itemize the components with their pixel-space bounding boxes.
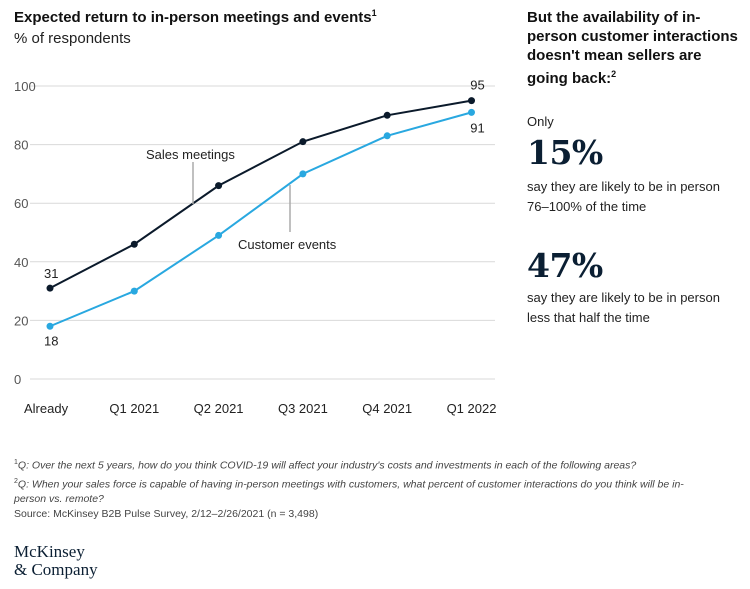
data-point-1-3 bbox=[299, 170, 307, 178]
y-tick-label-60: 60 bbox=[14, 196, 28, 211]
series-line-1 bbox=[49, 111, 472, 328]
series-name-sales: Sales meetings bbox=[146, 147, 235, 162]
y-tick-label-100: 100 bbox=[14, 79, 36, 94]
y-tick-label-40: 40 bbox=[14, 255, 28, 270]
footnote-2-text: Q: When your sales force is capable of h… bbox=[14, 478, 684, 505]
stat-47-percent: 47% bbox=[527, 246, 603, 285]
chart-title-text: Expected return to in-person meetings an… bbox=[14, 9, 372, 26]
data-label-customer-start: 18 bbox=[44, 333, 58, 348]
line-chart: 0 20 40 60 80 100 Already Q1 2021 Q2 2021 Q3 2021… bbox=[14, 78, 497, 416]
x-tick-label-0: Already bbox=[24, 401, 69, 416]
stat-15-description: say they are likely to be in person 76–1… bbox=[527, 179, 720, 214]
footnote-1: 1Q: Over the next 5 years, how do you th… bbox=[14, 455, 704, 474]
data-point-0-0 bbox=[46, 284, 54, 292]
data-point-0-3 bbox=[299, 138, 307, 146]
sidebar-heading-text: But the availability of in-person custom… bbox=[527, 9, 738, 87]
x-tick-label-4: Q4 2021 bbox=[362, 401, 412, 416]
x-tick-label-1: Q1 2021 bbox=[109, 401, 159, 416]
mckinsey-logo: McKinsey & Company bbox=[14, 543, 98, 579]
data-point-1-1 bbox=[130, 287, 138, 295]
sidebar-heading: But the availability of in-person custom… bbox=[527, 8, 742, 88]
chart-title: Expected return to in-person meetings an… bbox=[14, 8, 377, 26]
y-tick-label-20: 20 bbox=[14, 313, 28, 328]
data-label-sales-end: 95 bbox=[470, 78, 484, 93]
footnote-2: 2Q: When your sales force is capable of … bbox=[14, 474, 704, 508]
data-point-0-5 bbox=[468, 97, 475, 105]
data-point-1-4 bbox=[383, 132, 391, 140]
data-point-1-5 bbox=[468, 108, 475, 116]
logo-line-2: & Company bbox=[14, 560, 98, 579]
footnote-1-mark: 1 bbox=[14, 459, 18, 466]
y-tick-label-80: 80 bbox=[14, 138, 28, 153]
x-tick-label-3: Q3 2021 bbox=[278, 401, 328, 416]
data-point-0-1 bbox=[130, 240, 138, 248]
x-tick-label-5: Q1 2022 bbox=[447, 401, 497, 416]
only-label: Only bbox=[527, 114, 554, 129]
data-label-customer-end: 91 bbox=[470, 120, 484, 135]
stat-47-description: say they are likely to be in person less… bbox=[527, 290, 720, 325]
footnote-2-mark: 2 bbox=[14, 477, 18, 485]
series-line-0 bbox=[49, 99, 472, 290]
chart-title-footnote-mark: 1 bbox=[371, 8, 377, 18]
footnotes: 1Q: Over the next 5 years, how do you th… bbox=[14, 455, 704, 522]
source-note: Source: McKinsey B2B Pulse Survey, 2/12–… bbox=[14, 508, 319, 520]
data-point-0-2 bbox=[215, 182, 223, 190]
x-tick-label-2: Q2 2021 bbox=[194, 401, 244, 416]
data-point-0-4 bbox=[383, 111, 391, 119]
footnote-1-text: Q: Over the next 5 years, how do you thi… bbox=[17, 459, 637, 472]
data-label-sales-start: 31 bbox=[44, 266, 58, 281]
data-point-1-0 bbox=[46, 322, 54, 330]
y-tick-label-0: 0 bbox=[14, 372, 21, 387]
logo-line-1: McKinsey bbox=[14, 542, 85, 561]
data-point-1-2 bbox=[215, 231, 223, 239]
stat-15-percent: 15% bbox=[527, 133, 603, 172]
series-name-customer: Customer events bbox=[238, 237, 337, 252]
chart-subtitle: % of respondents bbox=[14, 30, 131, 47]
sidebar-heading-footnote-mark: 2 bbox=[611, 69, 617, 79]
